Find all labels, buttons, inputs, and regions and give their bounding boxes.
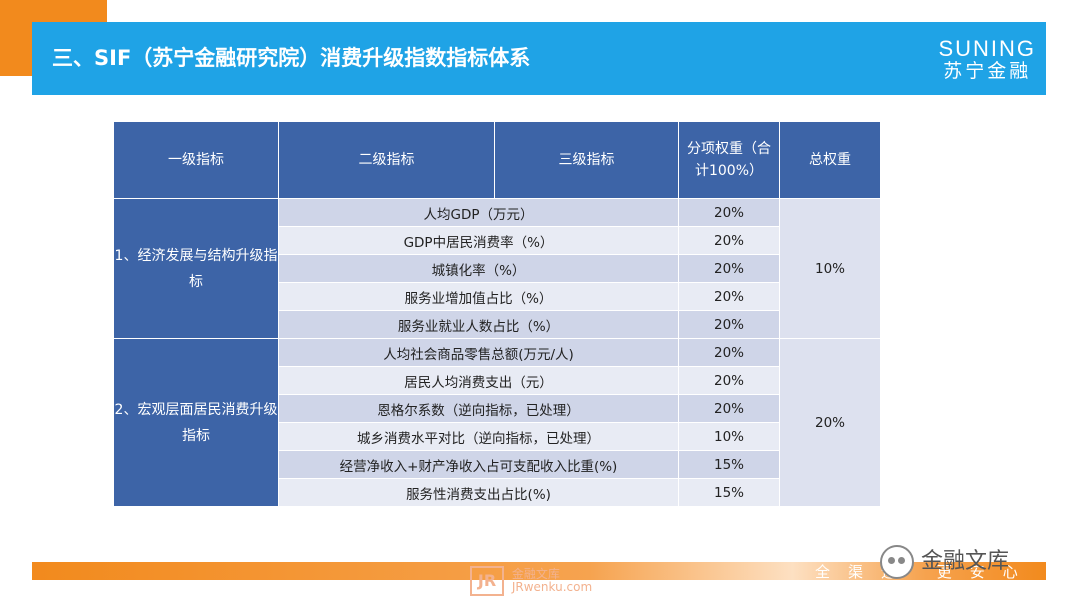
indicator-name: 人均GDP（万元） [278,198,679,227]
indicator-name: 城乡消费水平对比（逆向指标，已处理） [278,422,679,451]
watermark-url: JRwenku.com [511,580,593,594]
sub-weight: 15% [678,450,780,479]
indicator-name: 城镇化率（%） [278,254,679,283]
sub-weight: 10% [678,422,780,451]
brand-cn: 苏宁金融 [943,60,1032,82]
total-weight: 10% [779,198,881,339]
table-row: 1、经济发展与结构升级指标 人均GDP（万元） 20% 10% [113,198,881,339]
wechat-label: 金融文库 [921,549,1010,574]
title-bar: 三、SIF（苏宁金融研究院）消费升级指数指标体系 SUNING 苏宁金融 [32,22,1046,95]
indicator-name: 人均社会商品零售总额(万元/人) [278,338,679,367]
table-row: 城乡消费水平对比（逆向指标，已处理） 10% [114,422,881,451]
table-row: 服务性消费支出占比(%) 15% [114,478,881,507]
indicator-name: 服务业就业人数占比（%） [278,310,679,339]
header-level1: 一级指标 [113,121,279,199]
table-row: 恩格尔系数（逆向指标，已处理） 20% [114,394,881,423]
sub-weight: 20% [678,366,780,395]
indicator-name: 居民人均消费支出（元） [278,366,679,395]
table-row: 城镇化率（%） 20% [114,254,881,283]
table-header-row: 一级指标 二级指标 三级指标 分项权重（合计100%） 总权重 [113,121,881,199]
table-row: 服务业就业人数占比（%） 20% [114,310,881,339]
table-row: 经营净收入+财产净收入占可支配收入比重(%) 15% [114,450,881,479]
wechat-badge: 金融文库 [880,543,1009,579]
sub-weight: 20% [678,394,780,423]
watermark-cn: 金融文库 [511,567,560,581]
brand-en: SUNING [938,36,1036,61]
indicator-name: 恩格尔系数（逆向指标，已处理） [278,394,679,423]
indicator-name: GDP中居民消费率（%） [278,226,679,255]
sub-weight: 20% [678,226,780,255]
indicator-name: 服务性消费支出占比(%) [278,478,679,507]
suning-logo: SUNING 苏宁金融 [938,36,1036,83]
sub-weight: 20% [678,198,780,227]
indicator-table: 一级指标 二级指标 三级指标 分项权重（合计100%） 总权重 1、经济发展与结… [113,121,881,507]
header-total-weight: 总权重 [779,121,881,199]
header-sub-weight: 分项权重（合计100%） [678,121,780,199]
sub-weight: 20% [678,254,780,283]
header-level2: 二级指标 [278,121,495,199]
slide-title: 三、SIF（苏宁金融研究院）消费升级指数指标体系 [52,46,531,70]
wechat-icon [880,545,914,579]
footer-slogan: 全渠道 更安心 [815,563,1036,581]
sub-weight: 20% [678,310,780,339]
header-level3: 三级指标 [494,121,679,199]
table-row: GDP中居民消费率（%） 20% [114,226,881,255]
jrwenku-watermark: JR 金融文库 JRwenku.com [470,566,592,596]
table-row: 2、宏观层面居民消费升级指标 人均社会商品零售总额(万元/人) 20% 20% [113,338,881,507]
indicator-name: 服务业增加值占比（%） [278,282,679,311]
table-row: 服务业增加值占比（%） 20% [114,282,881,311]
sub-weight: 15% [678,478,780,507]
sub-weight: 20% [678,338,780,367]
group-name: 2、宏观层面居民消费升级指标 [113,338,279,507]
total-weight: 20% [779,338,881,507]
footer-bar [32,562,1046,580]
table-row: 居民人均消费支出（元） 20% [114,366,881,395]
group-name: 1、经济发展与结构升级指标 [113,198,279,339]
sub-weight: 20% [678,282,780,311]
indicator-name: 经营净收入+财产净收入占可支配收入比重(%) [278,450,679,479]
jrwenku-logo-icon: JR [470,566,504,596]
